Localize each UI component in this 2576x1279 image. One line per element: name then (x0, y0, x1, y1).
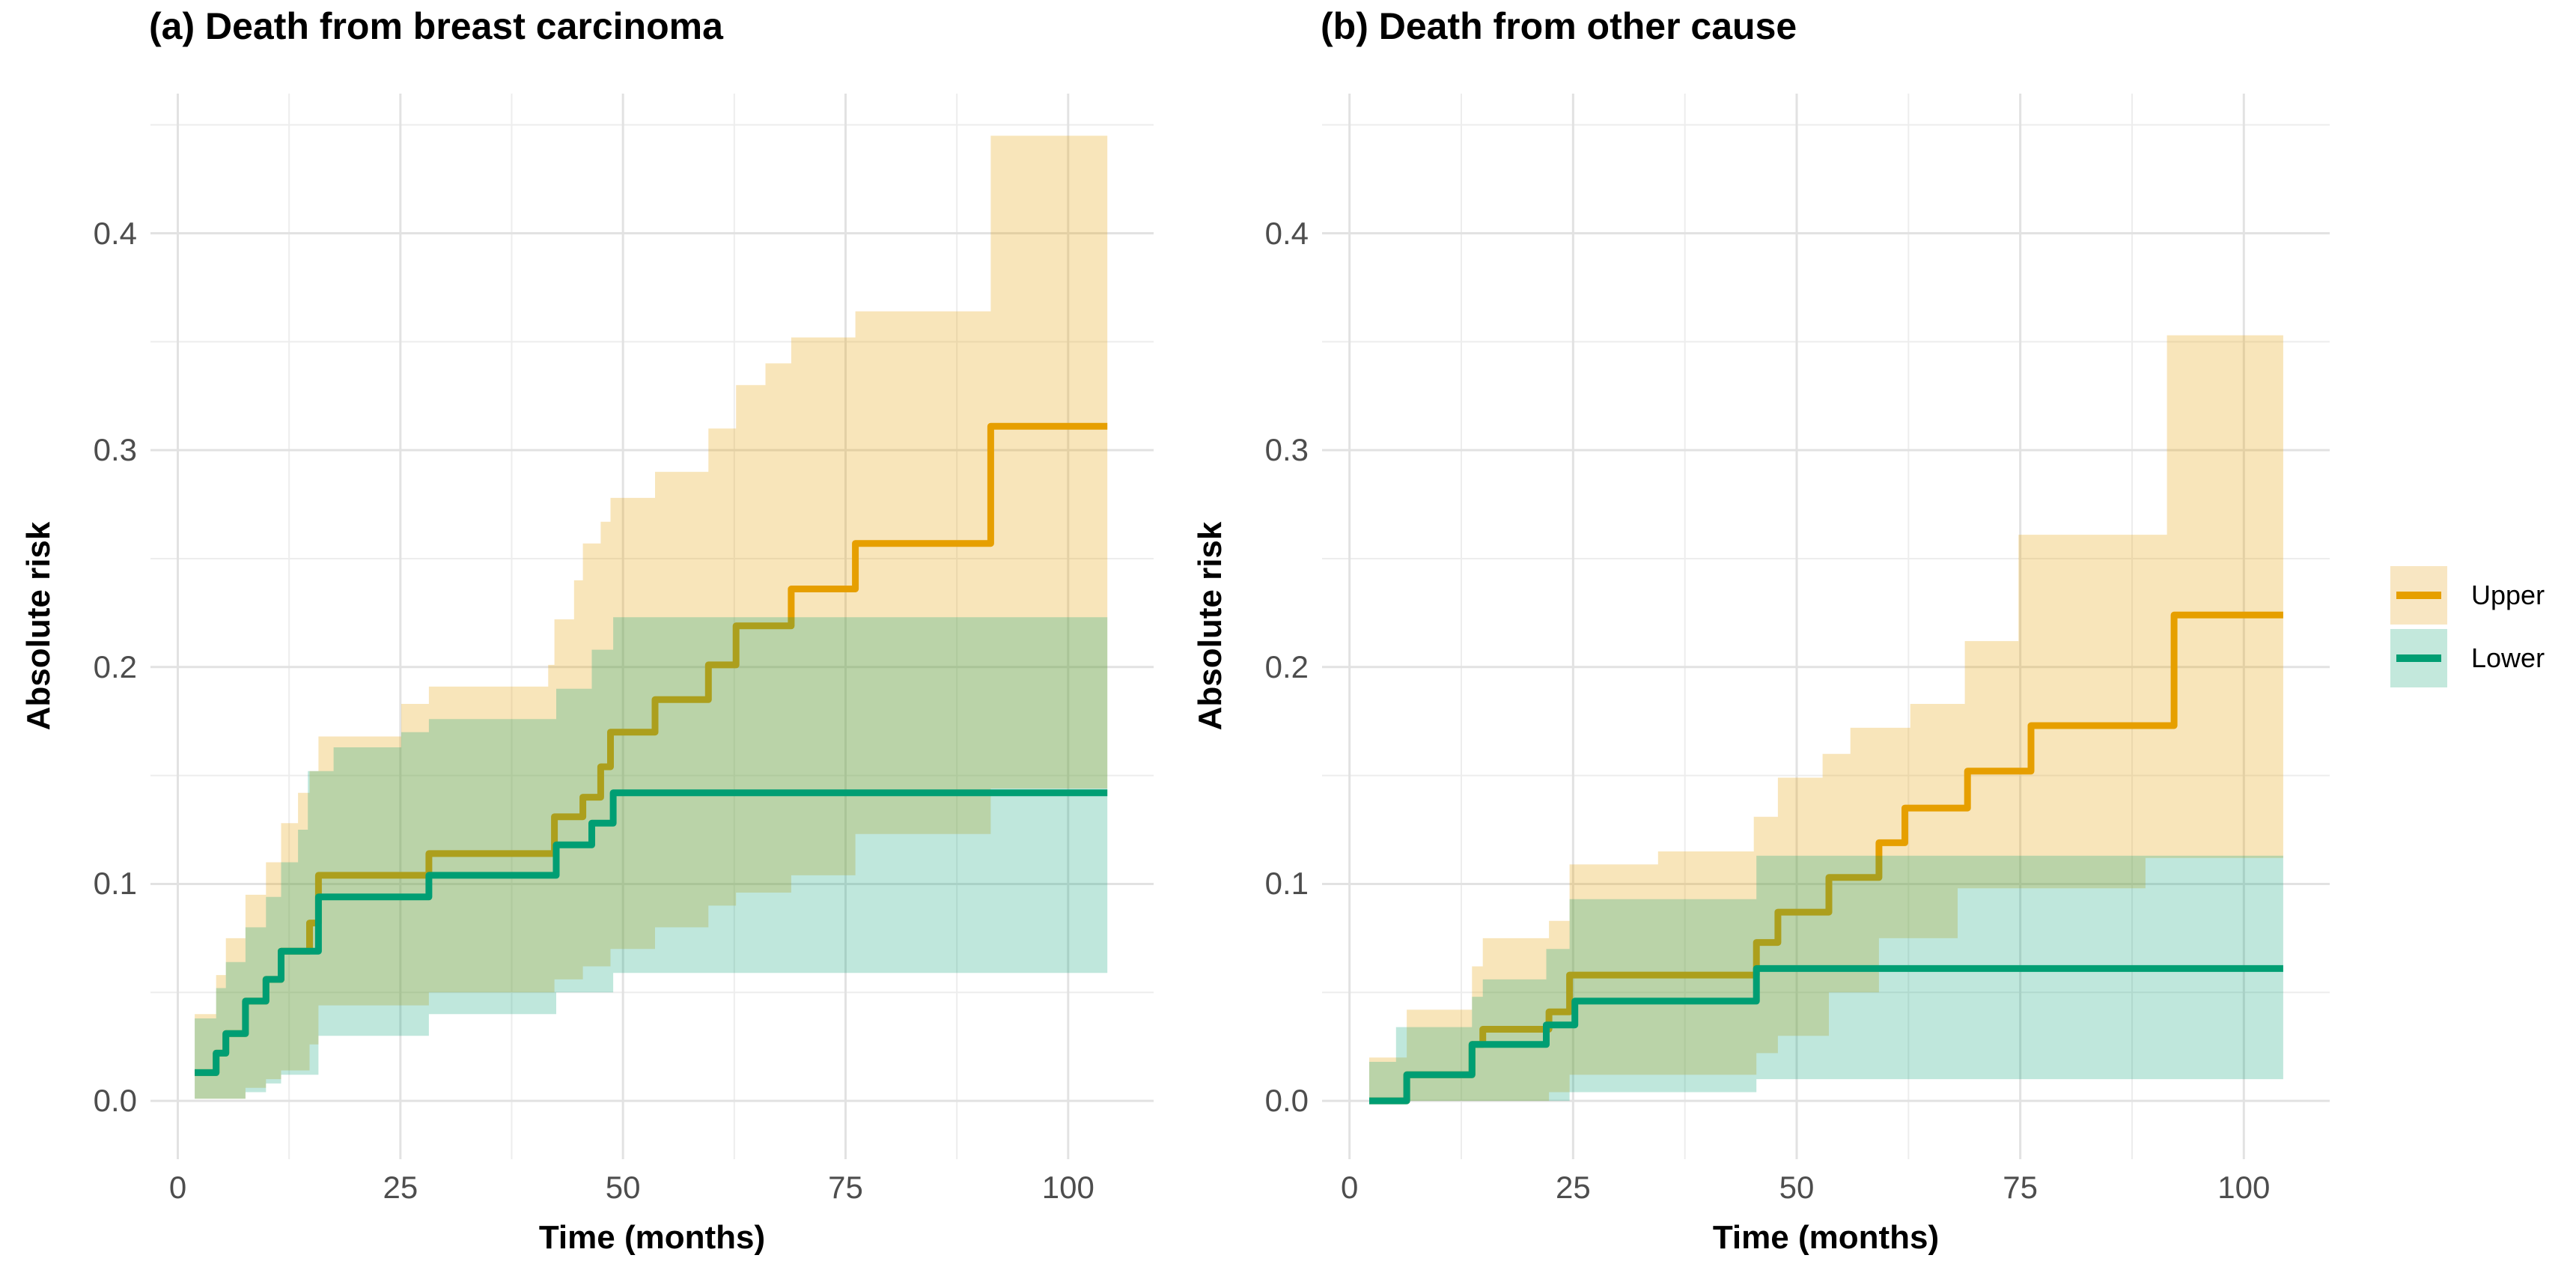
legend-key-lower-swatch (2390, 629, 2447, 687)
legend-entry-upper: Upper (2390, 566, 2545, 625)
panel-a-x-tick-label: 50 (605, 1170, 641, 1205)
panel-b-y-tick-label: 0.4 (1264, 215, 1309, 251)
panel-b-title: (b) Death from other cause (1321, 5, 1797, 47)
legend: Upper Lower (2390, 566, 2545, 692)
panel-b-line-lower (1369, 964, 2283, 1105)
legend-key-lower-line (2396, 654, 2441, 662)
panel-b-plot (1322, 94, 2330, 1159)
panel-a-y-axis-title: Absolute risk (20, 521, 57, 731)
panel-b-y-axis-title: Absolute risk (1192, 521, 1228, 731)
panel-a-y-tick-label: 0.0 (93, 1083, 137, 1119)
panel-b-x-tick-label: 0 (1340, 1170, 1359, 1205)
panel-b-y-tick-label: 0.0 (1264, 1083, 1309, 1119)
panel-b-y-tick-label: 0.1 (1264, 866, 1309, 902)
panel-a-title: (a) Death from breast carcinoma (149, 5, 723, 47)
panel-b-y-tick-label: 0.2 (1264, 648, 1309, 684)
panel-b-x-axis-title: Time (months) (1712, 1219, 1940, 1256)
panel-a-y-tick-label: 0.2 (93, 648, 137, 684)
panel-b-y-tick-label: 0.3 (1264, 432, 1309, 468)
panel-a-x-tick-label: 100 (1041, 1170, 1094, 1205)
legend-key-upper-line (2396, 592, 2441, 599)
legend-entry-lower: Lower (2390, 629, 2545, 687)
panel-a-x-axis-title: Time (months) (538, 1219, 766, 1256)
legend-label-lower: Lower (2471, 642, 2545, 673)
panel-b-x-tick-label: 50 (1779, 1170, 1815, 1205)
panel-b-band-upper (1369, 335, 2283, 1102)
panel-a-band-lower (195, 617, 1108, 1099)
legend-label-upper: Upper (2471, 580, 2545, 610)
panel-a-y-tick-label: 0.3 (93, 432, 137, 468)
panel-b-x-tick-label: 25 (1555, 1170, 1591, 1205)
panel-a-line-lower (195, 789, 1108, 1076)
panel-a-x-tick-label: 0 (168, 1170, 187, 1205)
panel-a-x-tick-label: 25 (383, 1170, 418, 1205)
panel-a-plot (150, 94, 1154, 1159)
panel-b-x-tick-label: 100 (2217, 1170, 2271, 1205)
panel-a-x-tick-label: 75 (828, 1170, 863, 1205)
panel-a-y-tick-label: 0.4 (93, 215, 137, 251)
legend-key-upper-swatch (2390, 566, 2447, 625)
panel-b-x-tick-label: 75 (2003, 1170, 2038, 1205)
panel-a-y-tick-label: 0.1 (93, 866, 137, 902)
panel-b-band-lower (1369, 855, 2283, 1102)
panel-a-band-upper (195, 136, 1108, 1099)
